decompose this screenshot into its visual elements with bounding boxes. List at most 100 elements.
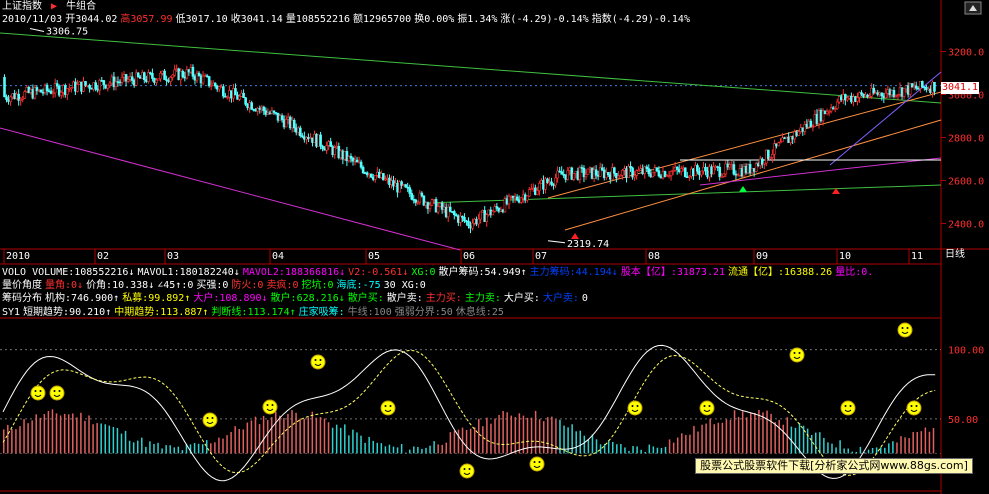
candle-body [884,92,888,99]
histogram-bar [835,447,837,454]
candle-body [217,86,221,90]
candle-body [274,112,278,114]
histogram-bar [356,432,358,454]
candle-body [722,173,726,177]
histogram-bar [299,418,301,454]
smiley-eye [703,405,706,407]
candle-body [858,92,861,98]
candle-body [495,206,499,209]
candle-body [422,195,426,206]
smiley-mouth [793,356,801,359]
histogram-bar [526,417,529,454]
quote-volume: 量108552216 [285,14,351,25]
candle-body [228,90,231,98]
candle-body [114,81,118,88]
candle-body [167,80,170,82]
histogram-bar [88,415,90,454]
histogram-bar [384,446,387,454]
index-title[interactable]: 上证指数 [2,1,42,12]
time-label-1: 02 [97,251,109,262]
candle-body [910,83,914,88]
smiley-eye [538,461,541,463]
candle-body [700,170,703,176]
histogram-bar [819,432,821,454]
candle-body [165,79,168,81]
candle-body [82,81,85,92]
smiley-marker-icon [627,400,643,416]
candle-body [720,176,724,178]
signal-arrow-icon [832,188,840,194]
smiley-mouth [384,409,392,412]
candle-body [112,76,116,88]
candle-body [556,170,559,179]
candle-body [754,163,758,172]
candle-body [402,184,405,186]
candle-body [136,72,140,78]
histogram-bar [376,442,379,454]
candle-body [278,115,282,121]
candle-body [833,108,837,110]
candle-body [548,181,551,184]
candle-body [317,134,320,147]
histogram-bar [851,451,854,454]
histogram-bar [323,418,326,454]
histogram-bar [583,435,586,454]
candle-body [566,170,570,180]
quote-row: 2010/11/03 开3044.02 高3057.99 低3017.10 收3041.… [2,14,693,26]
candle-body [384,178,387,181]
candle-body [226,96,229,99]
histogram-bar [201,444,204,454]
candle-body [801,127,805,132]
combo-label[interactable]: 牛组合 [66,1,97,12]
histogram-bar [145,446,147,454]
candle-body [408,187,412,194]
candle-body [933,81,936,92]
candle-body [868,95,871,98]
histogram-bar [542,421,545,454]
candle-body [925,86,928,90]
candle-body [327,141,330,146]
candle-body [888,89,892,96]
candle-body [629,166,632,169]
candle-body [657,170,661,177]
histogram-bar [737,416,740,454]
candle-body [532,187,535,190]
angle-value-9: 30 XG:0 [383,280,426,291]
histogram-bar [530,417,533,454]
candle-body [724,163,728,175]
quote-index: 指数(-4.29)-0.14% [591,14,690,25]
histogram-bar [547,417,549,454]
histogram-bar [843,448,845,454]
candle-body [70,87,73,90]
candle-body [635,170,638,176]
histogram-bar [396,447,399,454]
time-label-0: 2010 [6,251,30,262]
vol-value-3: V2:-0.561↓ [348,267,409,278]
smiley-marker-icon [380,400,396,416]
smiley-marker-icon [262,399,278,415]
candle-body [57,85,61,96]
watermark-banner: 股票公式股票软件下载[分析家公式网www.88gs.com] [695,458,973,474]
candle-body [258,108,262,110]
candle-body [835,101,839,109]
candle-body [596,174,600,177]
candle-body [677,169,681,173]
histogram-bar [392,446,395,454]
candle-body [169,76,172,82]
candle-body [483,210,486,222]
candle-body [236,94,239,100]
candle-body [88,84,91,89]
histogram-bar [19,426,21,454]
candle-body [367,173,371,176]
candle-body [742,166,746,177]
candle-body [43,84,47,93]
smiley-mouth [910,409,918,412]
candle-body [177,68,181,80]
candle-body [161,70,164,74]
candle-body [485,214,489,222]
histogram-bar [469,428,472,454]
candle-body [653,167,657,173]
candle-body [234,88,237,96]
candle-body [645,166,649,170]
candle-body [471,222,474,229]
